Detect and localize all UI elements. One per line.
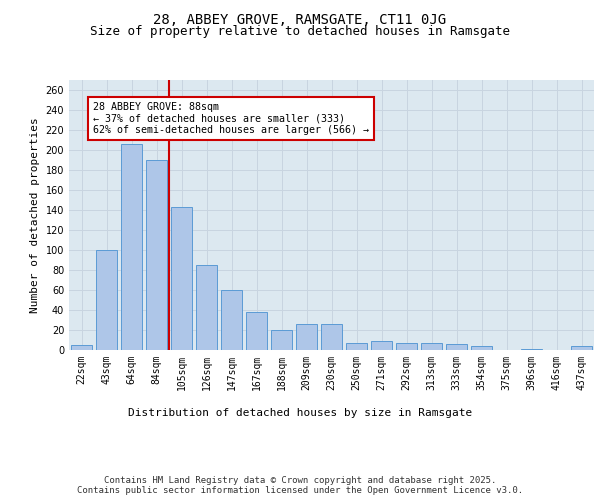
- Bar: [571, 346, 592, 350]
- Bar: [96, 250, 117, 350]
- Bar: [296, 324, 317, 350]
- Bar: [246, 312, 267, 350]
- Bar: [471, 346, 492, 350]
- Bar: [196, 265, 217, 350]
- Bar: [71, 345, 92, 350]
- Bar: [221, 290, 242, 350]
- Bar: [446, 344, 467, 350]
- Bar: [521, 349, 542, 350]
- Bar: [396, 343, 417, 350]
- Text: Size of property relative to detached houses in Ramsgate: Size of property relative to detached ho…: [90, 25, 510, 38]
- Text: Contains HM Land Registry data © Crown copyright and database right 2025.
Contai: Contains HM Land Registry data © Crown c…: [77, 476, 523, 495]
- Bar: [146, 160, 167, 350]
- Bar: [346, 343, 367, 350]
- Bar: [321, 324, 342, 350]
- Text: 28, ABBEY GROVE, RAMSGATE, CT11 0JG: 28, ABBEY GROVE, RAMSGATE, CT11 0JG: [154, 12, 446, 26]
- Text: Distribution of detached houses by size in Ramsgate: Distribution of detached houses by size …: [128, 408, 472, 418]
- Bar: [371, 341, 392, 350]
- Y-axis label: Number of detached properties: Number of detached properties: [30, 117, 40, 313]
- Bar: [121, 144, 142, 350]
- Text: 28 ABBEY GROVE: 88sqm
← 37% of detached houses are smaller (333)
62% of semi-det: 28 ABBEY GROVE: 88sqm ← 37% of detached …: [93, 102, 369, 135]
- Bar: [271, 330, 292, 350]
- Bar: [421, 343, 442, 350]
- Bar: [171, 207, 192, 350]
